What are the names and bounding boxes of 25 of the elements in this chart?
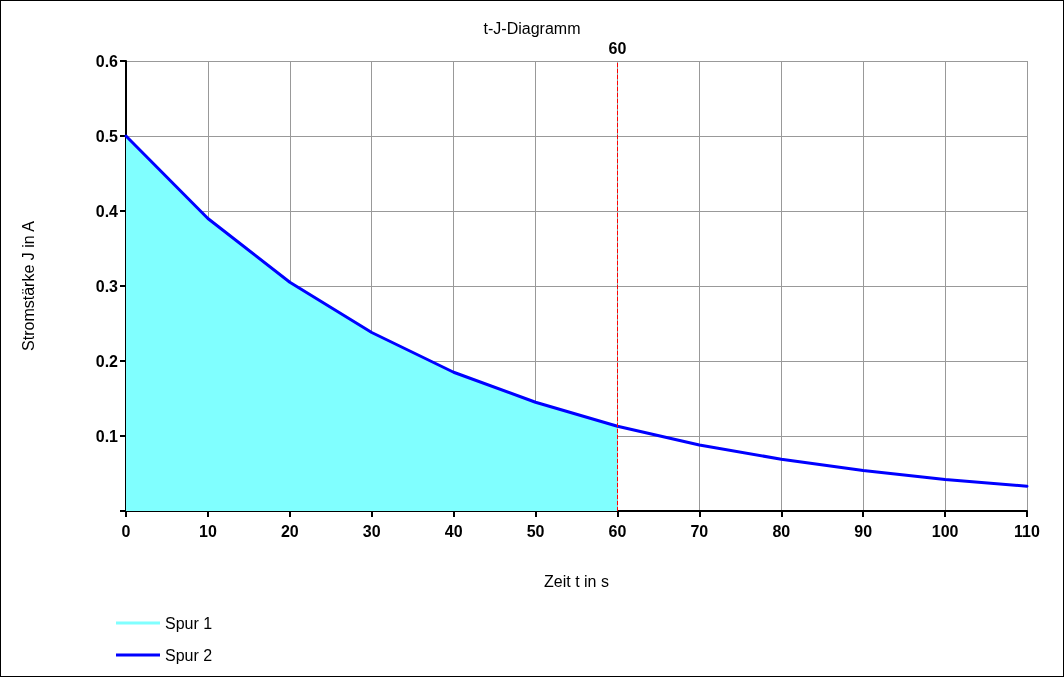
y-tick-label: 0.3 [95,277,119,295]
x-tick-label: 10 [199,522,217,540]
x-axis-title: Zeit t in s [544,572,609,590]
x-tick-label: 80 [772,522,791,540]
line-series [124,134,1029,488]
x-tick-label: 20 [280,522,299,540]
x-tick-label: 50 [526,522,545,540]
chart-title: t-J-Diagramm [483,19,581,37]
x-tick-label: 90 [854,522,873,540]
y-axis-title: Stromstärke J in A [19,220,37,351]
ref-line-label: 60 [608,39,627,57]
x-tick-label: 110 [1014,522,1041,540]
x-tick-label: 100 [931,522,959,540]
x-tick-label: 30 [362,522,381,540]
x-tick-label: 70 [690,522,709,540]
x-tick-label: 0 [121,522,131,540]
x-tick-label: 40 [444,522,463,540]
y-tick-label: 0.6 [95,52,119,70]
y-tick-label: 0.1 [95,427,119,445]
legend-label: Spur 1 [165,614,213,632]
y-tick-label: 0.4 [95,202,119,220]
y-tick-label: 0.5 [95,127,119,145]
legend-label: Spur 2 [165,646,213,664]
x-tick-label: 60 [608,522,627,540]
y-tick-label: 0.2 [95,352,119,370]
